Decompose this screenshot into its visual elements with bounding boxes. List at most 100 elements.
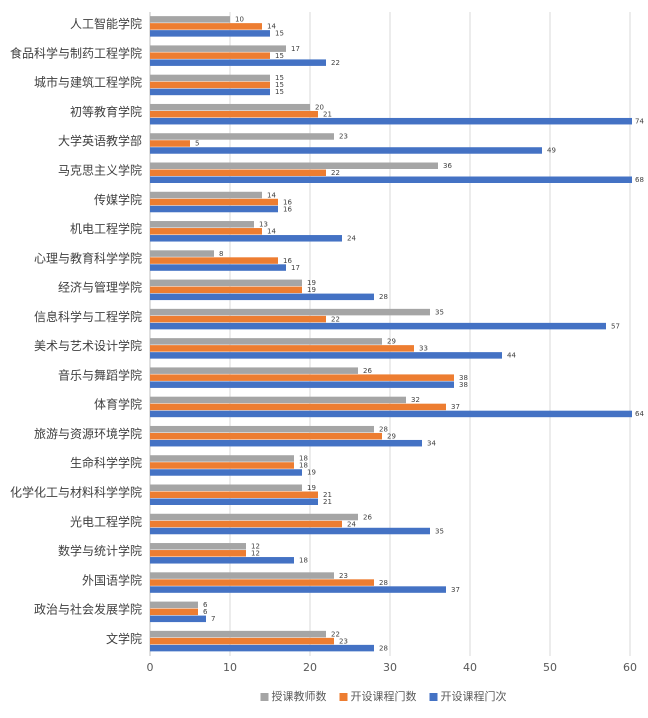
value-label: 21 bbox=[323, 498, 332, 506]
y-tick-label: 信息科学与工程学院 bbox=[34, 309, 142, 324]
y-tick-label: 城市与建筑工程学院 bbox=[34, 75, 142, 90]
value-label: 20 bbox=[315, 103, 324, 111]
legend-swatch bbox=[260, 693, 269, 701]
value-label: 44 bbox=[507, 352, 516, 360]
value-label: 16 bbox=[283, 198, 292, 206]
bar bbox=[150, 550, 246, 557]
bar bbox=[150, 432, 382, 440]
bar bbox=[150, 279, 302, 287]
value-label: 57 bbox=[611, 322, 620, 330]
bar bbox=[150, 103, 310, 111]
bar bbox=[150, 16, 230, 23]
value-label: 23 bbox=[339, 637, 348, 645]
value-label: 15 bbox=[275, 88, 284, 96]
value-label: 16 bbox=[283, 205, 292, 213]
value-label: 17 bbox=[291, 264, 300, 272]
value-label: 35 bbox=[435, 527, 444, 535]
value-label: 6 bbox=[203, 608, 208, 616]
value-label: 22 bbox=[331, 59, 340, 67]
value-label: 15 bbox=[275, 52, 284, 60]
bar bbox=[150, 338, 382, 345]
bar bbox=[150, 205, 278, 213]
x-tick-label: 10 bbox=[223, 661, 237, 674]
x-tick-label: 60 bbox=[623, 661, 637, 674]
value-label: 29 bbox=[387, 432, 396, 440]
bar bbox=[150, 367, 358, 374]
value-label: 24 bbox=[347, 235, 356, 243]
bar bbox=[150, 381, 454, 388]
y-tick-label: 马克思主义学院 bbox=[58, 163, 142, 178]
y-tick-label: 初等教育学院 bbox=[70, 104, 142, 119]
value-label: 29 bbox=[387, 338, 396, 346]
bar bbox=[150, 491, 318, 498]
bar bbox=[150, 455, 294, 462]
value-label: 16 bbox=[283, 257, 292, 265]
bar bbox=[150, 235, 342, 242]
value-label: 49 bbox=[547, 147, 556, 155]
bar bbox=[150, 293, 374, 301]
y-tick-label: 政治与社会发展学院 bbox=[34, 602, 142, 617]
value-label: 21 bbox=[323, 110, 332, 118]
y-tick-label: 音乐与舞蹈学院 bbox=[58, 367, 142, 382]
bar bbox=[150, 308, 430, 316]
value-label: 19 bbox=[307, 279, 316, 287]
value-label: 37 bbox=[451, 403, 460, 411]
bar bbox=[150, 579, 374, 586]
bar bbox=[150, 572, 334, 579]
y-tick-label: 旅游与资源环境学院 bbox=[34, 426, 142, 441]
value-label: 15 bbox=[275, 30, 284, 38]
value-label: 17 bbox=[291, 45, 300, 53]
value-label: 35 bbox=[435, 308, 444, 316]
y-tick-label: 人工智能学院 bbox=[70, 16, 142, 31]
value-label: 22 bbox=[331, 169, 340, 177]
bar bbox=[150, 257, 278, 264]
y-tick-label: 心理与教育科学学院 bbox=[34, 250, 142, 265]
bar bbox=[150, 322, 606, 330]
bar bbox=[150, 557, 294, 564]
bar bbox=[150, 264, 286, 271]
bar bbox=[150, 637, 334, 645]
bar bbox=[150, 315, 326, 323]
value-label: 19 bbox=[307, 469, 316, 477]
value-label: 5 bbox=[195, 140, 199, 148]
bar bbox=[150, 644, 374, 652]
value-label: 33 bbox=[419, 345, 428, 353]
bar bbox=[150, 586, 446, 593]
bar bbox=[150, 250, 214, 257]
legend-swatch bbox=[339, 693, 348, 701]
bar bbox=[150, 498, 318, 505]
value-label: 28 bbox=[379, 293, 388, 301]
bar bbox=[150, 527, 430, 535]
bar bbox=[150, 81, 270, 89]
bar bbox=[150, 630, 326, 638]
bar bbox=[150, 601, 198, 609]
value-label: 23 bbox=[339, 572, 348, 580]
y-tick-label: 食品科学与制药工程学院 bbox=[10, 45, 142, 60]
bar bbox=[150, 543, 246, 550]
bar bbox=[150, 403, 446, 411]
bar bbox=[150, 162, 438, 169]
value-label: 15 bbox=[275, 74, 284, 82]
value-label: 26 bbox=[363, 367, 372, 375]
bar bbox=[150, 88, 270, 96]
bar bbox=[150, 59, 326, 66]
bar bbox=[150, 117, 632, 125]
value-label: 10 bbox=[235, 16, 244, 24]
bar bbox=[150, 345, 414, 352]
bar bbox=[150, 396, 406, 404]
legend-label: 开设课程门次 bbox=[441, 689, 507, 703]
legend-swatch bbox=[429, 693, 438, 701]
y-tick-label: 外国语学院 bbox=[82, 572, 142, 587]
value-label: 38 bbox=[459, 374, 468, 382]
y-tick-label: 体育学院 bbox=[94, 397, 142, 412]
value-label: 14 bbox=[267, 23, 276, 31]
y-tick-label: 美术与艺术设计学院 bbox=[34, 338, 142, 353]
value-label: 19 bbox=[307, 286, 316, 294]
legend-label: 开设课程门数 bbox=[351, 689, 417, 703]
bar bbox=[150, 23, 262, 30]
value-label: 12 bbox=[251, 543, 260, 551]
value-label: 37 bbox=[451, 586, 460, 594]
bar bbox=[150, 352, 502, 359]
